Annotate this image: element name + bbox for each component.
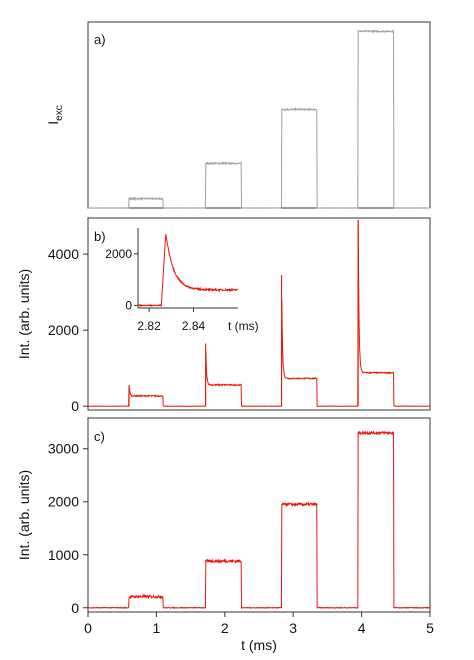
x-tick-label: 1 (153, 620, 161, 636)
x-tick-label: 5 (426, 620, 434, 636)
series-line (87, 219, 431, 408)
panel-b-y-axis-title: Int. (arb. units) (16, 269, 32, 359)
y-tick-label: 2000 (48, 322, 79, 338)
panel-b-frame (87, 217, 431, 411)
series-line (87, 28, 431, 210)
inset-x-tick-label: 2.82 (137, 319, 161, 333)
inset-x-axis-title: t (ms) (228, 319, 259, 333)
inset-y-tick-label: 2000 (105, 247, 132, 261)
panel-a-y-axis-label: Iexc (45, 105, 65, 124)
panel-c-y-ticks: 0 1000 2000 3000 (48, 441, 88, 616)
panel-c-x-axis-title: t (ms) (241, 637, 277, 653)
y-tick-label: 2000 (48, 494, 79, 510)
panel-c-y-axis-title: Int. (arb. units) (16, 470, 32, 560)
x-tick-label: 2 (221, 620, 229, 636)
inset-y-tick-label: 0 (125, 298, 132, 312)
series-line (87, 430, 431, 610)
panel-a: a) Iexc (45, 21, 431, 210)
panel-c-x-ticks: 0 1 2 3 4 5 (84, 612, 434, 636)
inset-x-tick-label: 2.84 (182, 319, 206, 333)
inset-series-line (137, 234, 239, 308)
y-tick-label: 1000 (48, 547, 79, 563)
x-tick-label: 0 (84, 620, 92, 636)
y-tick-label: 0 (71, 398, 79, 414)
panel-c-label: c) (94, 429, 105, 444)
inset-ticks: 0 2000 2.82 2.84 (105, 247, 205, 333)
panel-a-frame (87, 21, 431, 209)
panel-b: 0 2000 4000 b) Int. (arb. units) 0 2000 2.82… (16, 217, 431, 414)
y-tick-label: 3000 (48, 441, 79, 457)
panel-c: 0 1000 2000 3000 0 1 2 3 4 5 c) Int. (arb. units… (16, 417, 434, 653)
x-tick-label: 4 (358, 620, 366, 636)
x-tick-label: 3 (289, 620, 297, 636)
panel-c-frame (87, 417, 431, 613)
y-tick-label: 4000 (48, 246, 79, 262)
y-tick-label: 0 (71, 600, 79, 616)
panel-b-plot-area (87, 219, 431, 408)
panel-a-plot-area (87, 28, 431, 210)
panel-b-inset: 0 2000 2.82 2.84 t (ms) (105, 228, 259, 333)
panel-c-plot-area (87, 430, 431, 610)
panel-a-y-axis-title: Iexc (45, 105, 65, 124)
panel-b-label: b) (94, 229, 106, 244)
inset-plot-area (137, 228, 239, 309)
panel-b-y-ticks: 0 2000 4000 (48, 246, 88, 414)
panel-a-label: a) (94, 32, 106, 47)
